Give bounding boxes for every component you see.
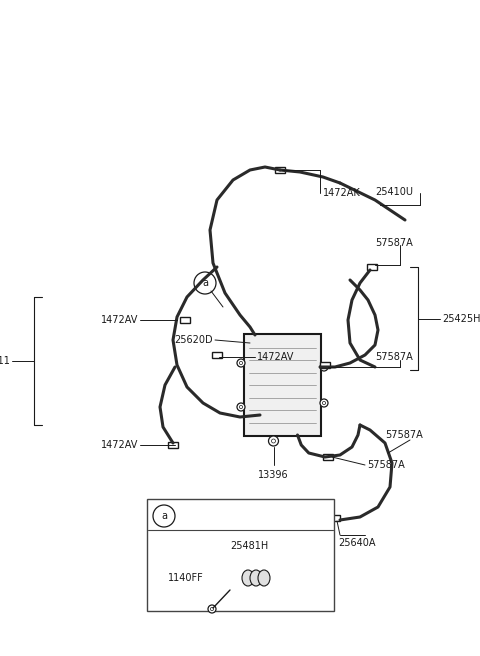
Bar xyxy=(168,442,178,448)
Text: 25410U: 25410U xyxy=(375,187,413,197)
Text: 25425H: 25425H xyxy=(442,314,480,323)
Bar xyxy=(180,318,190,323)
Bar xyxy=(212,352,222,358)
Circle shape xyxy=(194,272,216,294)
Text: 25481H: 25481H xyxy=(230,541,269,551)
Circle shape xyxy=(323,365,325,369)
Text: 25640A: 25640A xyxy=(338,538,375,548)
Text: 1472AK: 1472AK xyxy=(323,188,361,198)
Text: a: a xyxy=(161,511,167,521)
Text: 1472AV: 1472AV xyxy=(257,352,294,362)
Circle shape xyxy=(320,399,328,407)
Text: 57587A: 57587A xyxy=(367,460,405,470)
Circle shape xyxy=(240,361,242,365)
Bar xyxy=(367,264,377,270)
Text: 1472AV: 1472AV xyxy=(101,315,138,325)
Bar xyxy=(330,515,340,521)
Circle shape xyxy=(272,439,276,443)
Text: 1140FF: 1140FF xyxy=(168,573,204,583)
FancyBboxPatch shape xyxy=(147,499,334,611)
Circle shape xyxy=(323,401,325,405)
Text: a: a xyxy=(202,278,208,288)
Circle shape xyxy=(208,605,216,613)
Text: 25620D: 25620D xyxy=(174,335,213,345)
Circle shape xyxy=(237,403,245,411)
Ellipse shape xyxy=(242,570,254,586)
Text: 1472AV: 1472AV xyxy=(101,440,138,450)
Text: 57587A: 57587A xyxy=(375,352,413,362)
FancyBboxPatch shape xyxy=(244,334,321,436)
Ellipse shape xyxy=(250,570,262,586)
Circle shape xyxy=(210,607,214,611)
Text: 57587A: 57587A xyxy=(375,238,413,248)
Bar xyxy=(275,167,285,173)
Text: 13396: 13396 xyxy=(258,470,289,480)
Ellipse shape xyxy=(258,570,270,586)
Circle shape xyxy=(153,505,175,527)
Text: 57587A: 57587A xyxy=(385,430,423,440)
Circle shape xyxy=(237,359,245,367)
Circle shape xyxy=(268,436,278,446)
Bar xyxy=(323,454,333,460)
Bar xyxy=(320,362,330,368)
Text: 25411: 25411 xyxy=(0,356,10,366)
Circle shape xyxy=(320,363,328,371)
Circle shape xyxy=(240,405,242,409)
